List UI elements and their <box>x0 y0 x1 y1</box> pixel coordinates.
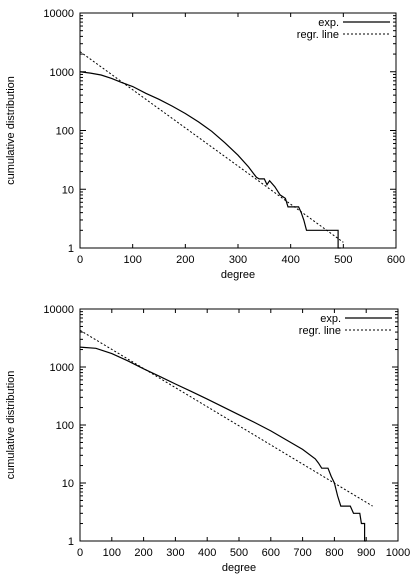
y-tick-label: 1 <box>68 536 74 548</box>
y-tick-label: 1000 <box>50 67 74 79</box>
series-regression-line <box>79 329 373 507</box>
chart-top: 0 100 200 300 400 500 600 1 10 100 1000 10000 degree… <box>5 8 405 281</box>
x-axis-label: degree <box>222 562 256 574</box>
series-experimental-line <box>79 71 341 249</box>
legend-label: exp. <box>318 17 339 29</box>
y-tick-label: 100 <box>56 420 74 432</box>
y-tick-label: 1000 <box>50 362 74 374</box>
x-tick-label: 200 <box>176 254 194 266</box>
x-tick-label: 300 <box>166 547 184 559</box>
x-tick-label: 200 <box>134 547 152 559</box>
y-tick-label: 10000 <box>43 8 74 20</box>
legend-label: regr. line <box>299 325 341 337</box>
plot-frame <box>79 12 397 249</box>
x-axis-label: degree <box>221 269 255 281</box>
x-tick-label: 500 <box>334 254 352 266</box>
series-experimental-line <box>79 346 367 542</box>
chart-bottom: 0 100 200 300 400 500 600 700 800 900 1000 1 10 100 10… <box>5 304 410 574</box>
x-tick-label: 1000 <box>386 547 410 559</box>
x-tick-label: 600 <box>387 254 405 266</box>
y-tick-label: 1 <box>68 243 74 255</box>
y-tick-label: 10 <box>62 478 74 490</box>
x-tick-label: 100 <box>103 547 121 559</box>
y-tick-label: 100 <box>56 126 74 138</box>
y-tick-label: 10000 <box>43 304 74 316</box>
x-tick-label: 300 <box>229 254 247 266</box>
legend-label: regr. line <box>297 29 339 41</box>
x-tick-label: 400 <box>198 547 216 559</box>
x-tick-label: 700 <box>293 547 311 559</box>
x-tick-label: 500 <box>230 547 248 559</box>
x-tick-label: 100 <box>123 254 141 266</box>
x-tick-label: 900 <box>357 547 375 559</box>
legend-label: exp. <box>320 313 341 325</box>
series-regression-line <box>79 51 344 243</box>
x-tick-label: 0 <box>77 547 83 559</box>
x-tick-label: 400 <box>281 254 299 266</box>
y-tick-label: 10 <box>62 184 74 196</box>
x-tick-label: 800 <box>325 547 343 559</box>
y-axis-label: cumulative distribution <box>5 371 17 480</box>
y-axis-label: cumulative distribution <box>5 76 17 185</box>
x-tick-label: 0 <box>77 254 83 266</box>
x-tick-label: 600 <box>262 547 280 559</box>
